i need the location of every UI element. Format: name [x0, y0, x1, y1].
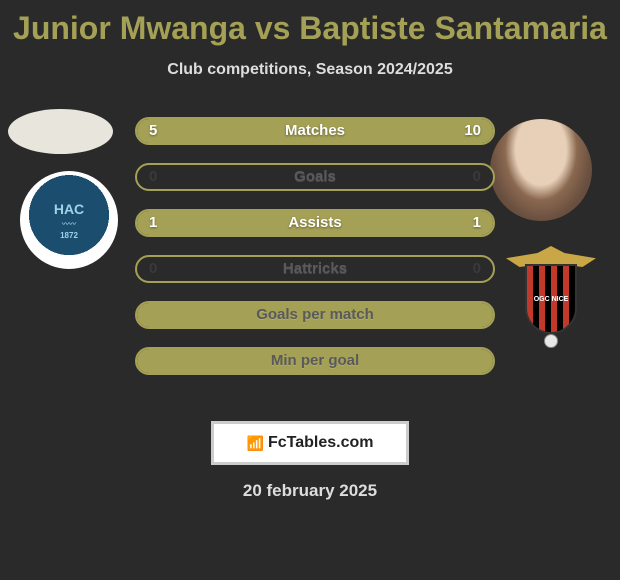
stat-label: Goals [137, 165, 493, 189]
player-left-name: Junior Mwanga [13, 10, 246, 46]
date-text: 20 february 2025 [0, 481, 620, 501]
stat-value-left: 0 [149, 257, 157, 281]
stat-label: Assists [137, 211, 493, 235]
club-left-logo: HAC 〰〰 1872 [20, 171, 118, 269]
vs-text: vs [246, 10, 299, 46]
club-left-year: 1872 [54, 231, 84, 240]
stat-bar-matches: Matches5 10 [135, 117, 495, 145]
stats-bars: Matches510Goals00Assists11Hattricks00Goa… [135, 117, 495, 393]
comparison-title: Junior Mwanga vs Baptiste Santamaria [0, 0, 620, 47]
player-right-avatar [490, 119, 592, 221]
stat-value-right: 0 [473, 257, 481, 281]
stat-bar-assists: Assists1 1 [135, 209, 495, 237]
club-right-name: OGC NICE [534, 296, 569, 303]
club-left-name: HAC [54, 201, 84, 217]
stat-value-left: 1 [149, 211, 157, 235]
stat-label: Min per goal [137, 349, 493, 373]
stats-area: HAC 〰〰 1872 OGC NICE Matches510Goals00As… [0, 109, 620, 409]
club-right-logo: OGC NICE [500, 244, 602, 346]
stat-value-left: 0 [149, 165, 157, 189]
fctables-text: FcTables.com [268, 434, 374, 452]
subtitle: Club competitions, Season 2024/2025 [0, 61, 620, 79]
stat-bar-goals-per-match: Goals per match [135, 301, 495, 329]
stat-value-right: 1 [473, 211, 481, 235]
stat-bar-hattricks: Hattricks0 0 [135, 255, 495, 283]
club-left-label: HAC 〰〰 1872 [54, 201, 84, 240]
stat-bar-min-per-goal: Min per goal [135, 347, 495, 375]
stat-bar-goals: Goals0 0 [135, 163, 495, 191]
ball-icon [544, 334, 558, 348]
fctables-badge[interactable]: 📶 FcTables.com [211, 421, 409, 465]
stat-label: Goals per match [137, 303, 493, 327]
fctables-logo-icon: 📶 [247, 435, 262, 452]
shield-icon: OGC NICE [525, 264, 577, 334]
stat-value-right: 10 [464, 119, 481, 143]
stat-label: Hattricks [137, 257, 493, 281]
stat-value-left: 5 [149, 119, 157, 143]
player-right-name: Baptiste Santamaria [299, 10, 607, 46]
nice-logo-icon: OGC NICE [516, 250, 586, 340]
stat-value-right: 0 [473, 165, 481, 189]
player-left-avatar [8, 109, 113, 154]
stat-label: Matches [137, 119, 493, 143]
